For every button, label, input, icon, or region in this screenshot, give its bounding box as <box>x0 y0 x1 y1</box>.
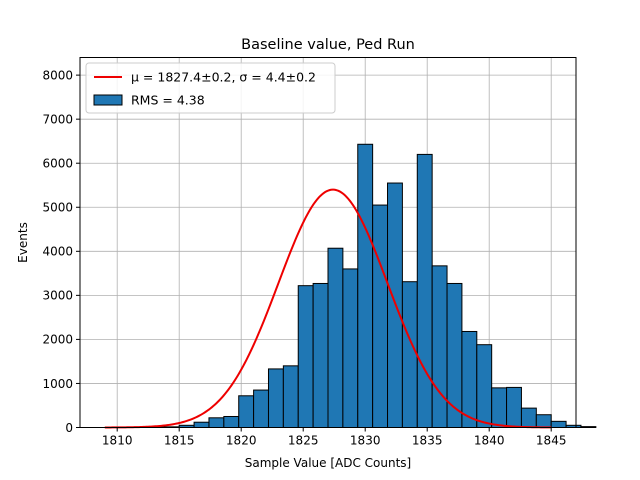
histogram-bar <box>297 285 314 428</box>
histogram-bar <box>416 153 433 428</box>
histogram-bar <box>580 426 597 429</box>
legend-fit-label: μ = 1827.4±0.2, σ = 4.4±0.2 <box>131 70 316 85</box>
legend-box <box>85 62 336 114</box>
y-axis-ticks: 0 1000 2000 3000 4000 5000 6000 7000 8000 <box>42 68 80 435</box>
x-tick-label: 1810 <box>102 434 133 448</box>
y-tick-label: 1000 <box>42 377 73 391</box>
histogram-bar <box>238 395 255 428</box>
histogram-bar <box>282 365 299 429</box>
plot-frame <box>79 57 577 428</box>
y-tick-label: 3000 <box>42 289 73 303</box>
chart-title: Baseline value, Ped Run <box>241 37 415 53</box>
x-tick-label: 1840 <box>474 434 505 448</box>
x-tick-label: 1830 <box>350 434 381 448</box>
histogram-bar <box>193 421 210 429</box>
histogram-bar <box>223 415 240 429</box>
histogram-bar <box>401 281 418 429</box>
y-axis-label: Events <box>16 222 30 263</box>
histogram-bar <box>267 368 284 428</box>
histogram-bar <box>446 282 463 429</box>
histogram-bar <box>342 268 359 428</box>
histogram-bar <box>372 204 389 428</box>
y-tick-label: 0 <box>65 421 73 435</box>
histogram-bar <box>208 417 225 428</box>
histogram-bar <box>550 420 567 429</box>
x-tick-label: 1845 <box>536 434 567 448</box>
histogram-bar <box>312 282 329 429</box>
y-tick-label: 2000 <box>42 333 73 347</box>
legend: μ = 1827.4±0.2, σ = 4.4±0.2 RMS = 4.38 <box>85 62 336 114</box>
y-tick-label: 8000 <box>42 68 73 82</box>
histogram-bar <box>520 407 537 429</box>
histogram-bar <box>327 247 344 428</box>
histogram-bar <box>535 414 552 429</box>
y-tick-label: 4000 <box>42 245 73 259</box>
x-tick-label: 1835 <box>412 434 443 448</box>
x-tick-label: 1815 <box>164 434 195 448</box>
histogram-bar <box>357 143 374 428</box>
x-tick-label: 1825 <box>288 434 319 448</box>
histogram-bar <box>506 386 522 428</box>
histogram-bar <box>491 387 508 429</box>
fit-curve-group <box>104 188 552 429</box>
x-tick-label: 1820 <box>226 434 257 448</box>
histogram-bar <box>461 330 478 429</box>
histogram-bar <box>253 389 269 428</box>
y-tick-label: 7000 <box>42 112 73 126</box>
y-tick-label: 6000 <box>42 157 73 171</box>
histogram-bar <box>431 265 448 428</box>
x-axis-label: Sample Value [ADC Counts] <box>245 456 411 470</box>
y-tick-label: 5000 <box>42 201 73 215</box>
x-axis-ticks: 1810 1815 1820 1825 1830 1835 1840 1845 <box>102 427 567 448</box>
fit-curve <box>104 188 552 429</box>
legend-histogram-label: RMS = 4.38 <box>131 93 205 108</box>
histogram-bar <box>476 344 493 429</box>
legend-histogram-swatch <box>93 94 123 106</box>
